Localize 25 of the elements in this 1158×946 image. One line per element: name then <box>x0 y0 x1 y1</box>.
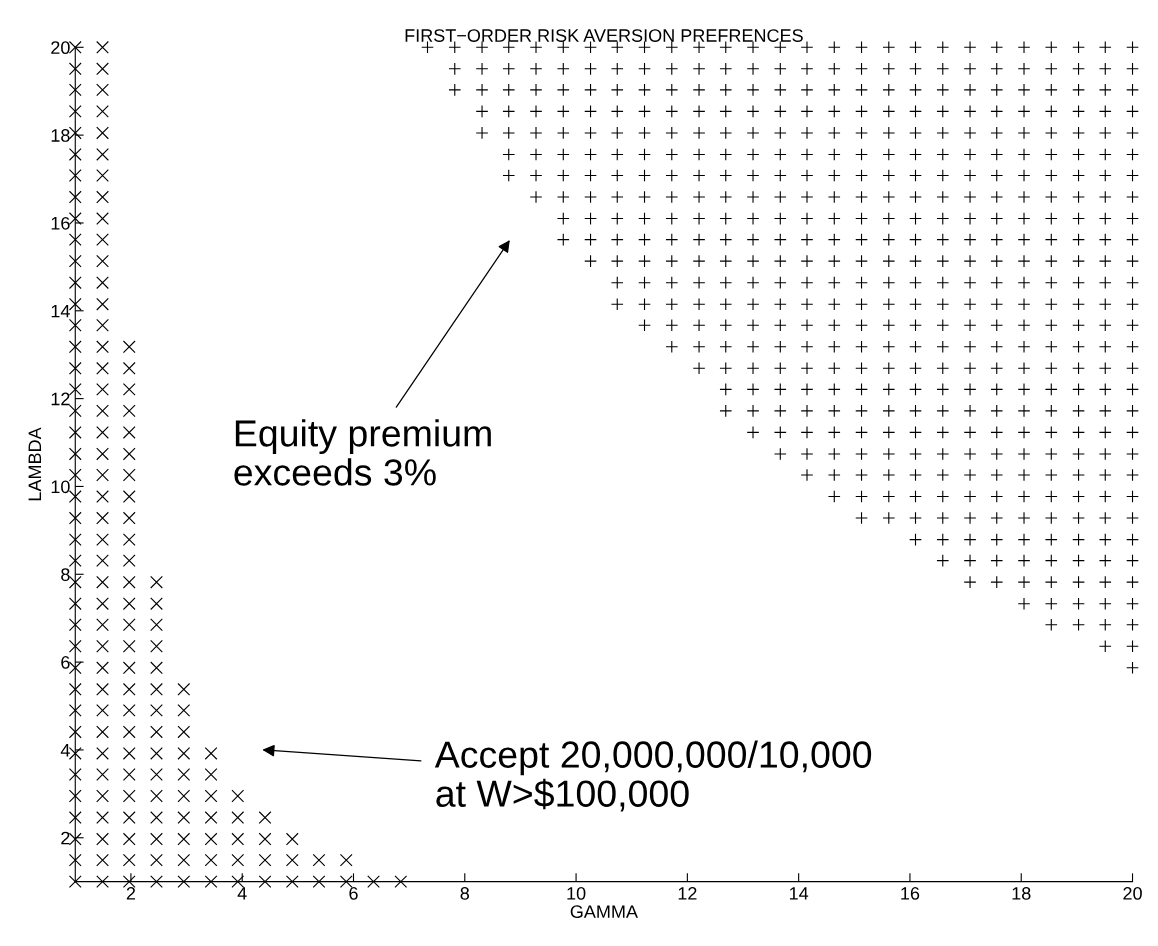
annotation: Equity premium exceeds 3% <box>234 419 491 486</box>
x-tick-label: 4 <box>237 887 247 900</box>
y-tick-label: 4 <box>60 744 70 757</box>
x-tick-label: 2 <box>126 887 136 900</box>
x-tick-label: 14 <box>789 887 809 900</box>
x-tick-label: 12 <box>678 887 697 900</box>
y-tick-label: 18 <box>51 129 70 142</box>
x-tick-label: 6 <box>349 887 358 900</box>
chart-title: FIRST−ORDER RISK AVERSION PREFRENCES <box>405 29 803 42</box>
y-tick-label: 10 <box>51 480 70 494</box>
y-tick-label: 6 <box>61 656 70 669</box>
x-tick-label: 10 <box>567 887 586 900</box>
y-tick-label: 2 <box>61 831 70 845</box>
y-axis-title: LAMBDA <box>28 427 42 501</box>
x-tick-label: 20 <box>1123 887 1142 900</box>
x-tick-label: 16 <box>901 887 920 900</box>
y-tick-label: 14 <box>51 304 70 318</box>
y-tick-label: 20 <box>51 41 70 55</box>
x-tick-label: 8 <box>460 887 470 900</box>
y-tick-label: 16 <box>51 216 70 230</box>
annotation: Accept 20,000,000/10,000 at W>$100,000 <box>434 740 872 812</box>
y-tick-label: 12 <box>51 392 70 406</box>
x-tick-label: 18 <box>1012 887 1031 900</box>
y-tick-label: 8 <box>61 568 70 581</box>
x-axis-title: GAMMA <box>570 905 638 919</box>
